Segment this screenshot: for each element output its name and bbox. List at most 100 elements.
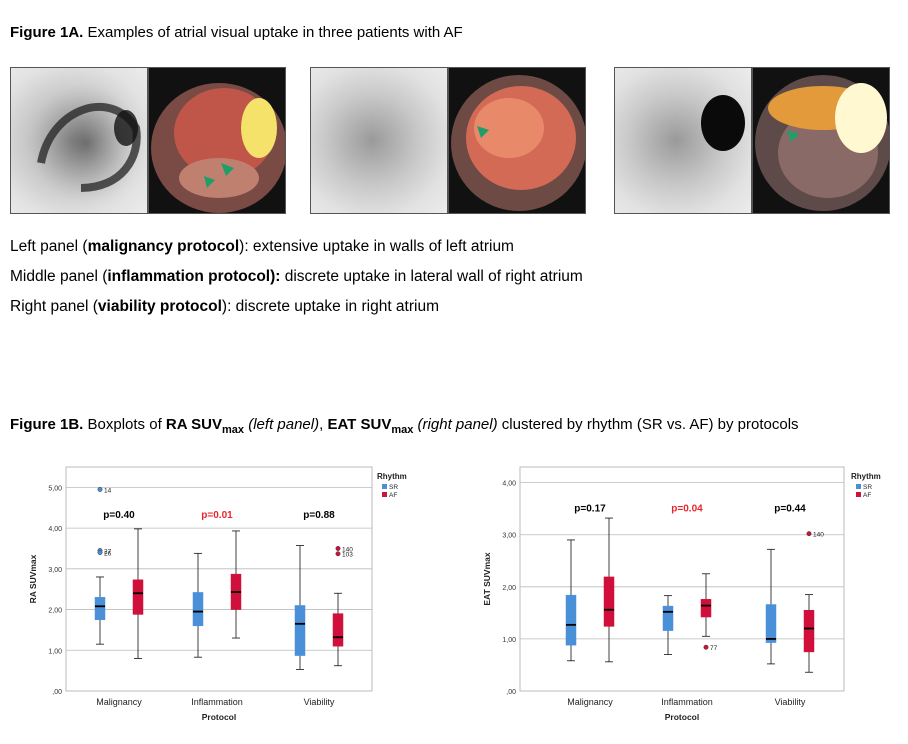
box-af <box>700 599 712 618</box>
box-sr <box>294 605 306 656</box>
pet-image-malignancy <box>10 67 148 214</box>
p-value-label: p=0.04 <box>671 503 703 514</box>
x-axis-label: Protocol <box>202 712 236 722</box>
box-af <box>132 579 144 615</box>
fused-image-malignancy <box>148 67 286 214</box>
legend-label-af: AF <box>863 492 871 499</box>
box-sr <box>94 597 106 620</box>
arrow-marker-3 <box>477 126 489 138</box>
figure-1b-left-panel: (left panel) <box>244 416 320 433</box>
y-tick-label: 4,00 <box>48 526 62 533</box>
figure-1a-label: Figure 1A. <box>10 24 84 41</box>
box-sr <box>765 604 777 643</box>
outlier-label: 26 <box>104 551 112 558</box>
caption-1-bold: malignancy protocol <box>87 238 240 255</box>
pet-image-viability-art <box>701 95 745 151</box>
box-sr <box>192 592 204 627</box>
x-category-label: Inflammation <box>191 697 243 707</box>
y-tick-label: ,00 <box>506 689 516 696</box>
legend-label-sr: SR <box>389 484 398 491</box>
plot-frame <box>65 466 373 692</box>
outlier-label: 103 <box>342 552 353 559</box>
box-sr <box>662 605 674 631</box>
arrow-marker-1 <box>221 163 234 176</box>
figure-1b-ra-sub: max <box>222 424 245 436</box>
figure-1b-text-3: clustered by rhythm (SR vs. AF) by proto… <box>497 416 799 433</box>
y-tick-label: 1,00 <box>502 637 516 644</box>
box-af <box>332 613 344 647</box>
y-axis-label: RA SUVmax <box>28 554 38 603</box>
figure-1b-text-2: , <box>319 416 328 433</box>
arrow-marker-4 <box>787 130 799 142</box>
y-tick-label: 2,00 <box>48 608 62 615</box>
y-tick-label: 2,00 <box>502 585 516 592</box>
legend-label-af: AF <box>389 492 397 499</box>
y-tick-label: 1,00 <box>48 648 62 655</box>
x-category-label: Malignancy <box>567 697 613 707</box>
pet-image-inflammation <box>310 67 448 214</box>
caption-3-post: ): discrete uptake in right atrium <box>221 298 439 315</box>
ra-suvmax-boxplot: 5,00 4,00 3,00 2,00 1,00 ,00 RA SUVmax Protocol… <box>28 466 407 722</box>
box-af <box>803 610 815 653</box>
caption-2-post: discrete uptake in lateral wall of right… <box>280 268 583 285</box>
outlier-point <box>703 644 709 650</box>
x-category-label: Inflammation <box>661 697 713 707</box>
caption-1-post: ): extensive uptake in walls of left atr… <box>239 238 514 255</box>
x-axis-label: Protocol <box>665 712 699 722</box>
p-value-label: p=0.40 <box>103 510 135 521</box>
caption-3-pre: Right panel ( <box>10 298 98 315</box>
y-axis-label: EAT SUVmax <box>482 552 492 605</box>
p-value-label: p=0.17 <box>574 503 606 514</box>
legend-swatch-af <box>382 492 387 497</box>
plot-frame <box>519 466 845 692</box>
caption-2-pre: Middle panel ( <box>10 268 108 285</box>
legend-label-sr: SR <box>863 484 872 491</box>
y-tick-label: ,00 <box>52 689 62 696</box>
outlier-label: 27 <box>104 548 112 555</box>
y-tick-label: 3,00 <box>502 533 516 540</box>
outlier-point <box>97 550 103 555</box>
caption-right-panel: Right panel (viability protocol): discre… <box>10 298 439 316</box>
fused-image-inflammation-art <box>451 75 585 211</box>
legend-swatch-sr <box>856 484 861 489</box>
arrow-marker-2 <box>204 176 215 188</box>
fused-image-viability <box>752 67 890 214</box>
figure-1b-ra: RA SUV <box>165 416 223 433</box>
fused-image-malignancy-art <box>151 83 285 213</box>
y-tick-label: 5,00 <box>48 485 62 492</box>
box-sr <box>565 594 577 646</box>
figure-1b-title: Figure 1B. Boxplots of RA SUVmax (left p… <box>10 416 799 436</box>
outlier-label: 77 <box>710 645 718 652</box>
outlier-point <box>97 486 103 492</box>
pet-image-malignancy-art <box>31 83 141 203</box>
figure-1a-title: Figure 1A. Examples of atrial visual upt… <box>10 24 463 41</box>
pet-image-viability <box>614 67 752 214</box>
caption-middle-panel: Middle panel (inflammation protocol): di… <box>10 268 583 286</box>
outlier-point <box>335 551 341 557</box>
figure-1b-eat-sub: max <box>391 424 414 436</box>
caption-3-bold: viability protocol <box>97 298 222 315</box>
box-af <box>603 576 615 627</box>
outlier-label: 140 <box>342 546 353 553</box>
caption-2-bold: inflammation protocol): <box>107 268 281 285</box>
outlier-label: 14 <box>104 487 112 494</box>
eat-suvmax-boxplot: 4,00 3,00 2,00 1,00 ,00 EAT SUVmax Protocol Mal… <box>482 466 881 722</box>
outlier-point <box>335 546 341 551</box>
legend-title: Rhythm <box>851 472 881 481</box>
caption-left-panel: Left panel (malignancy protocol): extens… <box>10 238 514 256</box>
caption-1-pre: Left panel ( <box>10 238 88 255</box>
figure-1b-right-panel: (right panel) <box>413 416 498 433</box>
outlier-label: 140 <box>813 532 824 539</box>
figure-1a-text: Examples of atrial visual uptake in thre… <box>87 24 463 41</box>
figure-1b-eat: EAT SUV <box>327 416 392 433</box>
p-value-label: p=0.01 <box>201 510 233 521</box>
y-tick-label: 3,00 <box>48 567 62 574</box>
legend-swatch-sr <box>382 484 387 489</box>
fused-image-inflammation <box>448 67 586 214</box>
p-value-label: p=0.88 <box>303 510 335 521</box>
p-value-label: p=0.44 <box>774 503 806 514</box>
legend-title: Rhythm <box>377 472 407 481</box>
x-category-label: Viability <box>775 697 806 707</box>
x-category-label: Malignancy <box>96 697 142 707</box>
figure-1b-text-1: Boxplots of <box>83 416 166 433</box>
